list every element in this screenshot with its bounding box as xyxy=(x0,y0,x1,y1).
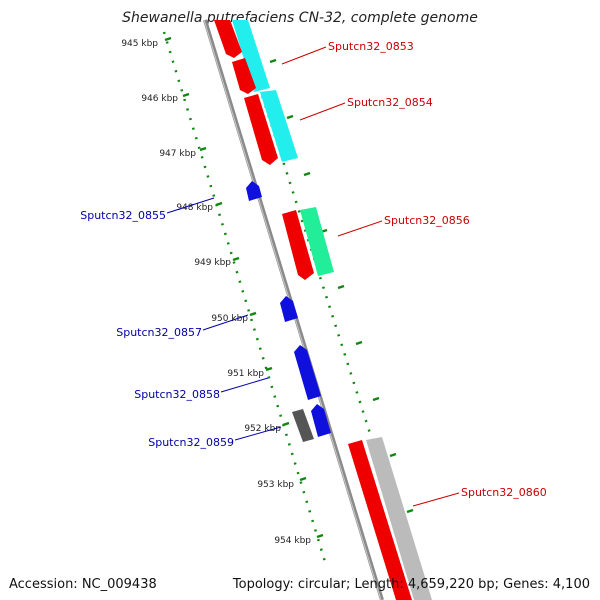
ruler-tick-label: 953 kbp xyxy=(257,480,294,490)
ruler-tick-label: 946 kbp xyxy=(141,94,178,104)
ruler-inner xyxy=(162,31,328,566)
ruler-tick-label: 948 kbp xyxy=(176,203,213,213)
gene-label-reverse[interactable]: Sputcn32_0855 xyxy=(80,209,166,222)
cds-forward-arrow xyxy=(244,94,278,165)
ruler-tick-label: 947 kbp xyxy=(159,149,196,159)
ruler-tick-label: 949 kbp xyxy=(194,258,231,268)
gene-label-forward[interactable]: Sputcn32_0856 xyxy=(384,214,470,227)
label-leader xyxy=(281,46,327,65)
genome-summary-label: Topology: circular; Length: 4,659,220 bp… xyxy=(232,577,590,592)
feature-green-block xyxy=(300,207,334,276)
ruler-tick-label: 950 kbp xyxy=(211,314,248,324)
ruler-tick-label: 952 kbp xyxy=(244,424,281,434)
gene-label-forward[interactable]: Sputcn32_0860 xyxy=(461,486,547,499)
ruler-tick-label: 951 kbp xyxy=(227,369,264,379)
ruler-tick-label: 945 kbp xyxy=(121,39,158,49)
cds-forward-arrow xyxy=(232,58,256,94)
cds-forward-arrow xyxy=(282,210,314,280)
cds-reverse-arrow xyxy=(294,345,321,400)
map-title: Shewanella putrefaciens CN-32, complete … xyxy=(122,10,478,26)
label-leader xyxy=(337,220,383,237)
cds-reverse-grey-block xyxy=(292,409,314,442)
label-leader xyxy=(220,377,269,393)
ruler-outer-major-ticks xyxy=(269,58,414,514)
label-leader xyxy=(202,314,249,331)
label-leader xyxy=(299,102,346,121)
cds-reverse-arrow xyxy=(246,181,262,201)
cds-forward-arrow xyxy=(348,440,412,600)
gene-label-forward[interactable]: Sputcn32_0853 xyxy=(328,40,414,53)
gene-label-reverse[interactable]: Sputcn32_0859 xyxy=(148,436,234,449)
gene-label-forward[interactable]: Sputcn32_0854 xyxy=(347,96,433,109)
label-leader xyxy=(234,426,282,441)
cds-forward-arrow xyxy=(214,20,242,58)
gene-label-reverse[interactable]: Sputcn32_0857 xyxy=(116,326,202,339)
accession-label: Accession: NC_009438 xyxy=(9,577,157,592)
label-leader xyxy=(166,197,215,214)
feature-lightgrey-block xyxy=(366,437,432,600)
feature-cyan-block xyxy=(260,90,298,162)
cds-reverse-arrow xyxy=(311,404,331,437)
cds-reverse-arrow xyxy=(280,296,298,322)
ruler-tick-label: 954 kbp xyxy=(274,536,311,546)
gene-label-reverse[interactable]: Sputcn32_0858 xyxy=(134,388,220,401)
ruler-major-ticks xyxy=(164,36,324,539)
feature-cyan-block xyxy=(232,20,270,92)
label-leader xyxy=(412,492,460,507)
